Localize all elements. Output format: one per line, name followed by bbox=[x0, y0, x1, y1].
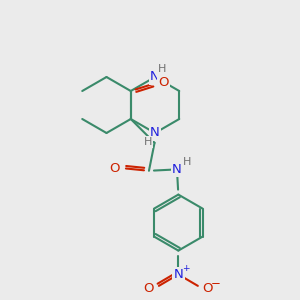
Text: O: O bbox=[143, 282, 154, 295]
Text: O: O bbox=[158, 76, 169, 89]
Text: H: H bbox=[183, 158, 191, 167]
Text: +: + bbox=[182, 264, 189, 273]
Text: N: N bbox=[172, 163, 182, 176]
Text: N: N bbox=[150, 127, 160, 140]
Text: O: O bbox=[202, 282, 212, 295]
Text: O: O bbox=[110, 161, 120, 175]
Text: N: N bbox=[150, 70, 160, 83]
Text: H: H bbox=[158, 64, 166, 74]
Text: H: H bbox=[144, 137, 152, 147]
Text: −: − bbox=[211, 277, 221, 290]
Text: N: N bbox=[173, 268, 183, 281]
